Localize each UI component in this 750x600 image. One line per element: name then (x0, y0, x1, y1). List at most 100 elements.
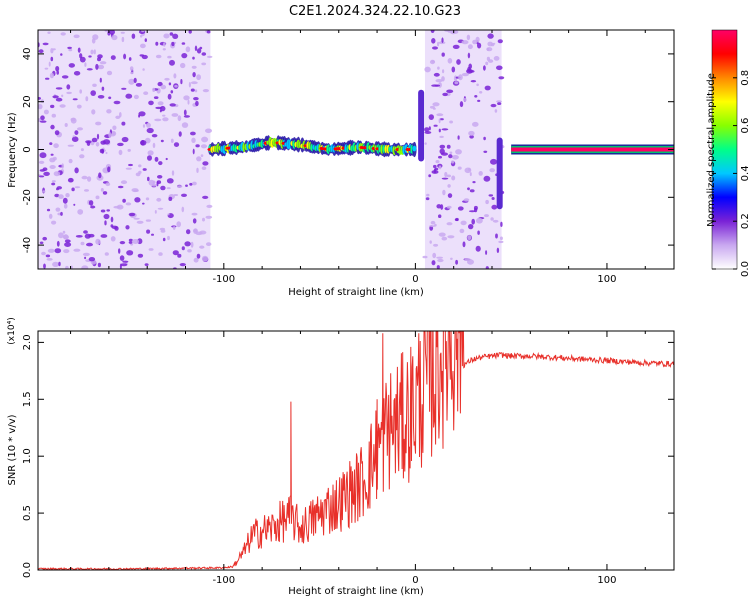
noise-blob (74, 130, 79, 136)
noise-blob (104, 252, 109, 256)
noise-blob (471, 218, 476, 225)
noise-blob (90, 205, 96, 209)
noise-blob (183, 95, 190, 101)
noise-blob (457, 135, 460, 140)
noise-blob (437, 41, 440, 47)
noise-blob (58, 232, 64, 239)
noise-blob (196, 253, 201, 259)
noise-blob (66, 84, 71, 90)
noise-blob (147, 150, 154, 156)
noise-blob (81, 265, 89, 269)
noise-blob (146, 127, 154, 134)
noise-blob (167, 213, 170, 216)
noise-blob (469, 172, 472, 177)
noise-blob (154, 156, 159, 162)
noise-blob (451, 175, 456, 181)
noise-blob (168, 82, 172, 86)
noise-blob (477, 99, 481, 102)
noise-blob (55, 207, 61, 212)
noise-blob (435, 160, 440, 164)
noise-blob (43, 109, 49, 115)
noise-blob (167, 55, 172, 59)
noise-blob (61, 75, 69, 79)
noise-blob (192, 148, 195, 155)
noise-blob (39, 120, 47, 123)
noise-blob (115, 115, 121, 120)
noise-blob (97, 64, 105, 70)
noise-blob (162, 114, 166, 117)
noise-blob (53, 143, 59, 149)
noise-blob (177, 115, 182, 122)
noise-blob (172, 33, 179, 39)
figure-title: C2E1.2024.324.22.10.G23 (289, 4, 461, 19)
noise-blob (450, 30, 456, 35)
snr-xlabel: Height of straight line (km) (288, 586, 424, 597)
noise-blob (102, 139, 111, 145)
noise-blob (453, 75, 458, 82)
noise-blob (64, 242, 72, 248)
noise-blob (80, 241, 85, 246)
noise-blob (202, 217, 205, 222)
noise-blob (55, 97, 63, 102)
noise-blob (437, 258, 444, 263)
noise-blob (122, 260, 129, 263)
y-tick-label: 20 (22, 95, 33, 108)
noise-blob (76, 104, 82, 109)
noise-blob (53, 171, 61, 177)
noise-blob (95, 142, 100, 147)
noise-blob (206, 55, 213, 59)
noise-blob (186, 229, 191, 235)
noise-blob (433, 243, 439, 247)
noise-blob (438, 155, 442, 159)
noise-blob (84, 256, 87, 260)
noise-blob (86, 242, 93, 247)
noise-blob (117, 185, 124, 189)
noise-blob (133, 77, 137, 84)
noise-blob (202, 195, 209, 199)
noise-blob (433, 72, 440, 77)
noise-blob (47, 31, 51, 34)
noise-blob (117, 142, 124, 147)
noise-blob (438, 128, 441, 133)
noise-blob (109, 30, 115, 35)
noise-blob (169, 59, 175, 66)
noise-blob (431, 60, 435, 63)
colorbar: 0.0 0.2 0.4 0.6 0.8 Normalized spectral ampl… (706, 29, 750, 277)
noise-blob (114, 226, 119, 231)
noise-blob (67, 144, 75, 147)
noise-blob (87, 176, 92, 182)
noise-blob (486, 47, 490, 52)
noise-blob (145, 137, 151, 144)
noise-blob (71, 136, 79, 142)
noise-blob (106, 109, 112, 114)
noise-blob (194, 89, 198, 93)
noise-blob (441, 177, 449, 180)
x-tick-label: 0 (412, 274, 418, 285)
noise-blob (88, 200, 94, 206)
y-tick-label: 0 (22, 146, 33, 152)
noise-blob (449, 120, 453, 124)
noise-blob (138, 170, 142, 174)
noise-blob (126, 250, 134, 256)
noise-blob (73, 248, 81, 252)
noise-blob (65, 193, 70, 198)
noise-blob (201, 52, 207, 56)
noise-blob (173, 194, 179, 196)
noise-blob (426, 193, 430, 197)
noise-blob (155, 41, 159, 46)
noise-blob (158, 161, 163, 166)
noise-blob (439, 144, 446, 149)
noise-blob (468, 210, 476, 213)
noise-blob (79, 154, 85, 159)
noise-blob (441, 52, 445, 57)
noise-blob (160, 139, 164, 143)
noise-blob (166, 187, 171, 190)
noise-blob (181, 193, 187, 197)
noise-blob (476, 83, 479, 87)
noise-blob (483, 175, 491, 182)
noise-blob (128, 241, 133, 244)
noise-blob (38, 49, 44, 54)
noise-blob (429, 240, 432, 244)
noise-blob (130, 71, 134, 75)
noise-blob (487, 41, 494, 47)
